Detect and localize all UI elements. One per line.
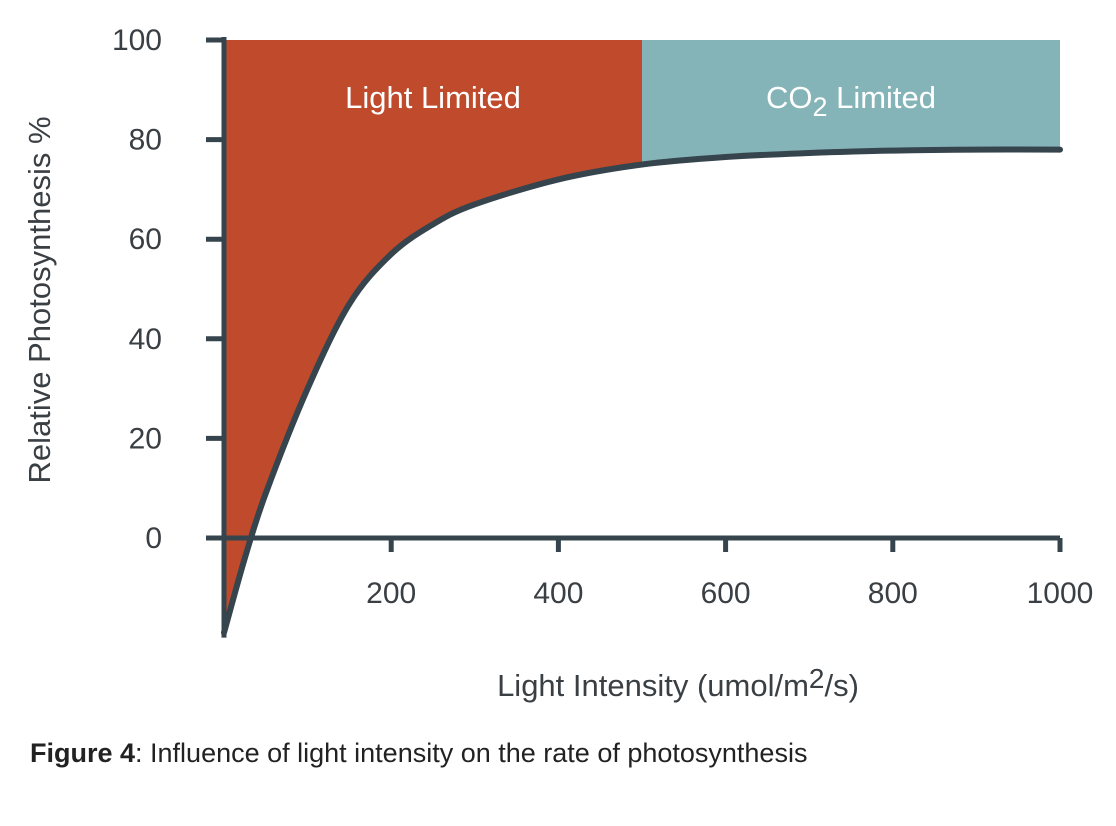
co2-label-main: CO xyxy=(766,80,813,115)
figure-caption: Figure 4: Influence of light intensity o… xyxy=(30,738,807,769)
figure-caption-text: : Influence of light intensity on the ra… xyxy=(135,738,808,768)
x-tick-label: 400 xyxy=(533,577,583,610)
region-co2-limited xyxy=(642,40,1060,165)
co2-label-rest: Limited xyxy=(827,80,936,115)
y-tick-label: 100 xyxy=(112,24,162,57)
y-tick-label: 0 xyxy=(145,522,162,555)
x-axis-title-superscript: 2 xyxy=(809,663,825,694)
x-tick-label: 600 xyxy=(701,577,751,610)
y-tick-label: 20 xyxy=(129,422,162,455)
region-label-light-limited: Light Limited xyxy=(345,80,521,115)
x-axis-title: Light Intensity (umol/m2/s) xyxy=(497,663,859,703)
y-tick-label: 40 xyxy=(129,323,162,356)
y-tick-label: 80 xyxy=(129,124,162,157)
y-axis-title: Relative Photosynthesis % xyxy=(22,116,57,483)
y-tick-label: 60 xyxy=(129,223,162,256)
photosynthesis-curve xyxy=(221,146,1063,636)
x-axis-title-end: /s) xyxy=(825,668,859,703)
x-tick-label: 800 xyxy=(868,577,918,610)
region-light-limited xyxy=(224,40,642,633)
co2-label-subscript: 2 xyxy=(812,92,827,122)
x-axis-title-main: Light Intensity (umol/m xyxy=(497,668,809,703)
region-label-co2-limited: CO2 Limited xyxy=(766,80,936,122)
x-tick-label: 1000 xyxy=(1027,577,1094,610)
figure-caption-label: Figure 4 xyxy=(30,738,136,768)
x-tick-label: 200 xyxy=(366,577,416,610)
